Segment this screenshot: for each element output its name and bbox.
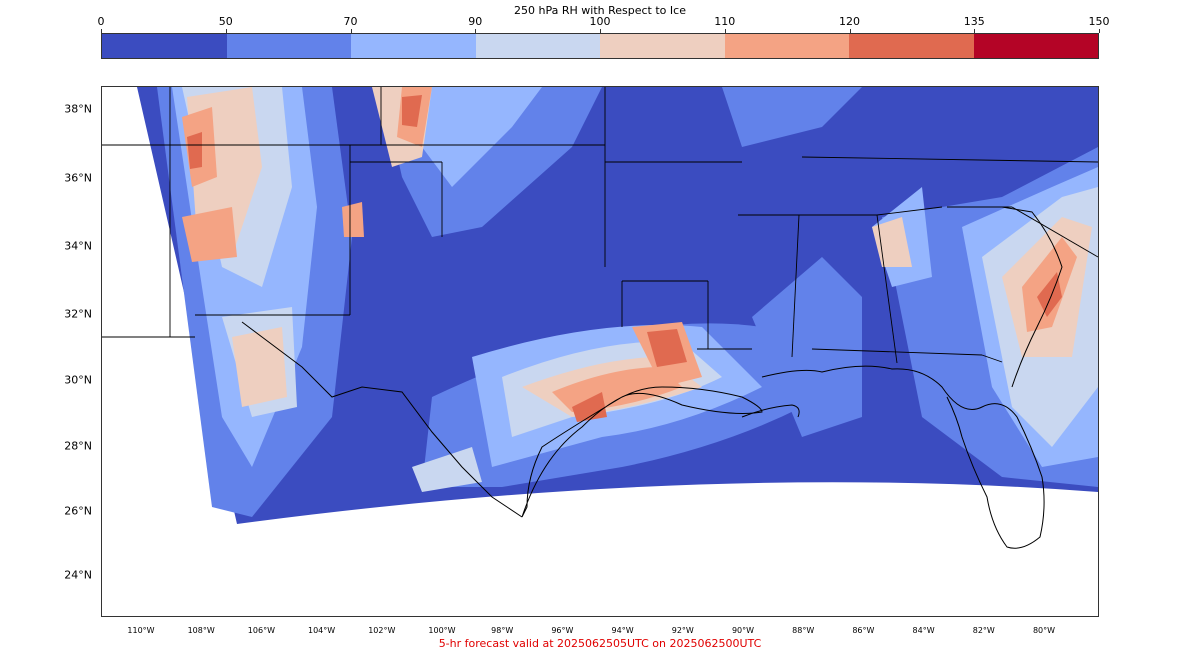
longitude-label: 106°W <box>247 626 275 635</box>
latitude-label: 30°N <box>64 373 92 387</box>
latitude-label: 36°N <box>64 171 92 185</box>
colorbar-tick-mark <box>350 29 352 33</box>
colorbar-tick-label: 150 <box>1088 15 1110 28</box>
latitude-label: 26°N <box>64 504 92 518</box>
longitude-label: 88°W <box>792 626 815 635</box>
colorbar-segment <box>724 34 849 58</box>
colorbar-segment <box>600 34 725 58</box>
colorbar-tick-mark <box>600 29 601 33</box>
colorbar-segment <box>226 34 351 58</box>
longitude-label: 110°W <box>127 626 155 635</box>
colorbar-tick-mark <box>225 29 227 33</box>
colorbar-tick-label: 120 <box>839 15 860 28</box>
colorbar-segment <box>475 34 600 58</box>
longitude-label: 100°W <box>428 626 456 635</box>
longitude-label: 96°W <box>551 626 574 635</box>
colorbar-tick-label: 100 <box>589 15 611 28</box>
longitude-label: 90°W <box>731 626 755 635</box>
longitude-label: 82°W <box>972 626 995 635</box>
latitude-label: 34°N <box>64 239 92 253</box>
rh-field-map <box>102 87 1098 549</box>
colorbar-tick-label: 50 <box>218 15 233 28</box>
colorbar-tick-mark <box>849 29 851 33</box>
latitude-label: 28°N <box>64 439 92 453</box>
longitude-label: 92°W <box>671 626 694 635</box>
latitude-label: 32°N <box>64 307 92 321</box>
longitude-label: 86°W <box>852 626 875 635</box>
colorbar-tick-label: 90 <box>468 15 483 28</box>
country-and-coast-lines <box>241 206 1063 549</box>
colorbar-segment <box>102 34 227 58</box>
colorbar-tick-label: 110 <box>714 15 736 28</box>
map-panel <box>101 86 1099 617</box>
longitude-label: 104°W <box>308 626 336 635</box>
colorbar-tick-mark <box>101 29 102 33</box>
colorbar-segment <box>973 34 1098 58</box>
rh-120-135-region <box>187 95 1062 422</box>
colorbar-tick-label: 135 <box>963 15 985 28</box>
colorbar-title: 250 hPa RH with Respect to Ice <box>514 4 686 17</box>
colorbar-segment <box>351 34 476 58</box>
colorbar-tick-label: 0 <box>97 15 105 28</box>
colorbar-tick-mark <box>1099 29 1100 33</box>
colorbar-tick-label: 70 <box>343 15 358 28</box>
colorbar-tick-mark <box>724 29 726 33</box>
longitude-label: 94°W <box>611 626 634 635</box>
forecast-valid-caption: 5-hr forecast valid at 2025062505UTC on … <box>438 637 762 650</box>
longitude-label: 84°W <box>912 626 935 635</box>
colorbar-tick-mark <box>974 29 976 33</box>
colorbar <box>101 33 1099 59</box>
longitude-label: 102°W <box>368 626 396 635</box>
latitude-label: 24°N <box>64 568 92 582</box>
state-borders <box>102 87 1098 364</box>
colorbar-tick-mark <box>475 29 477 33</box>
longitude-label: 98°W <box>491 626 514 635</box>
longitude-label: 80°W <box>1032 626 1056 635</box>
longitude-label: 108°W <box>187 626 215 635</box>
latitude-label: 38°N <box>64 102 92 116</box>
colorbar-segment <box>849 34 974 58</box>
